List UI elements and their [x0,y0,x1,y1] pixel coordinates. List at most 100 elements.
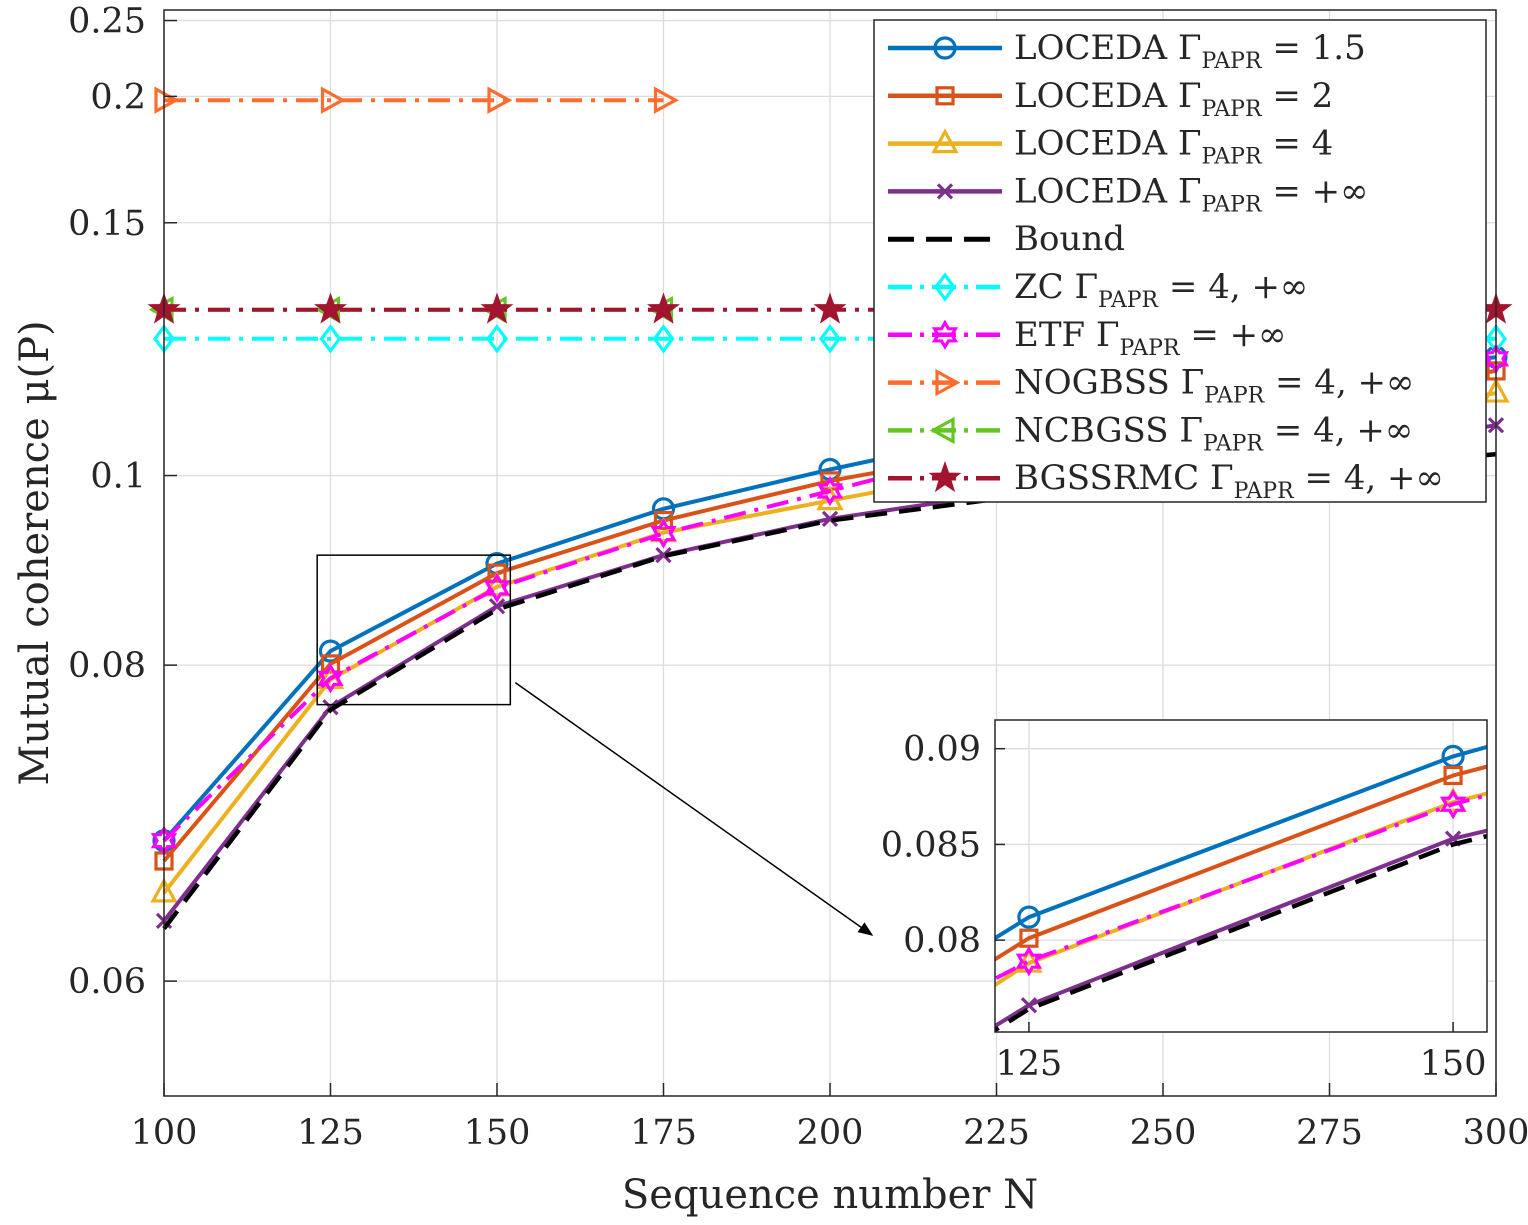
diamond-marker [819,324,841,354]
y-tick-label: 0.2 [90,77,146,117]
y-axis-title: Mutual coherence μ(P) [12,320,58,785]
legend-label: LOCEDA ΓPAPR = 1.5 [1014,28,1366,74]
zoom-box [316,554,512,706]
circle-marker [1017,905,1041,929]
triangle-up-marker [1439,786,1467,812]
hexagram-marker [650,518,677,549]
inset-zoom-plot: 125 150 0.08 0.085 0.09 [881,719,1488,1084]
pentagram-marker [314,292,347,324]
square-marker [320,654,341,674]
inset-grid [995,720,1487,1032]
zoom-indicator [316,554,874,936]
triangle-left-marker [929,416,955,445]
y-tick-label: 0.06 [68,962,146,1002]
triangle-up-marker [931,128,959,154]
inset-series-6 [995,789,1487,981]
circle-marker [933,36,957,60]
square-marker [935,86,955,106]
y-tick-label: 0.15 [68,204,146,244]
series-7 [154,86,679,114]
diamond-marker [319,324,342,354]
x-tick-label: 300 [1463,1113,1528,1153]
square-marker [487,563,507,583]
hexagram-marker [816,475,844,507]
pentagram-marker [647,292,680,324]
x-tick-label: 275 [1296,1113,1363,1153]
inset-series-line [995,828,1487,1029]
legend-entry: LOCEDA ΓPAPR = 1.5 [888,28,1366,74]
x-tick-label: 225 [963,1113,1030,1153]
legend-label: LOCEDA ΓPAPR = 4 [1014,124,1333,170]
triangle-right-marker [935,368,961,397]
inset-series-layer [995,744,1487,1032]
series-line [162,356,1497,843]
inset-y-tick-label: 0.09 [903,730,981,770]
legend-box [873,19,1487,503]
legend-label: LOCEDA ΓPAPR = 2 [1014,76,1333,122]
square-marker [653,510,674,531]
diamond-marker [486,324,508,354]
inset-series-line [995,793,1487,981]
inset-background [995,720,1487,1032]
triangle-right-marker [320,86,346,114]
legend-entry: NOGBSS ΓPAPR = 4, +∞ [888,363,1414,409]
legend-entry: LOCEDA ΓPAPR = 2 [888,76,1333,122]
legend-label: LOCEDA ΓPAPR = +∞ [1014,171,1368,217]
circle-marker [318,639,343,663]
legend-label: ZC ΓPAPR = 4, +∞ [1014,267,1308,313]
x-tick-label: 175 [630,1113,697,1153]
x-marker [655,547,672,564]
legend-entry: Bound [888,219,1125,259]
x-tick-label: 125 [297,1113,364,1153]
hexagram-marker [483,572,511,604]
inset-y-tick-label: 0.085 [881,825,981,865]
x-axis: 100 125 150 175 200 225 250 275 300 [131,1083,1528,1153]
x-tick-label: 150 [464,1113,531,1153]
diamond-marker [934,272,956,302]
pentagram-marker [480,292,514,324]
square-marker [1443,765,1463,786]
zoom-arrow [514,682,874,936]
x-tick-label: 100 [131,1113,198,1153]
x-axis-title: Sequence number N [622,1172,1038,1218]
hexagram-marker [931,319,959,350]
x-marker [821,510,839,527]
y-tick-label: 0.1 [90,457,146,497]
x-tick-label: 250 [1130,1113,1197,1153]
x-marker [488,598,506,615]
y-tick-label: 0.08 [68,646,146,686]
legend-entry: ETF ΓPAPR = +∞ [888,315,1286,361]
legend-label: ETF ΓPAPR = +∞ [1014,315,1286,361]
inset-x-tick-label: 150 [1420,1044,1487,1084]
inset-series-line [995,833,1487,1032]
legend-label: NOGBSS ΓPAPR = 4, +∞ [1014,363,1414,409]
legend-entry: LOCEDA ΓPAPR = 4 [888,124,1333,170]
triangle-right-marker [154,86,180,114]
legend-entry: LOCEDA ΓPAPR = +∞ [888,171,1368,217]
inset-series-4 [995,833,1487,1032]
legend-entry: ZC ΓPAPR = 4, +∞ [888,267,1308,313]
y-axis: 0.06 0.08 0.1 0.15 0.2 0.25 [68,2,177,1002]
inset-frame [994,719,1488,1033]
hexagram-marker [317,663,344,694]
legend-label: Bound [1014,219,1125,259]
hexagram-marker [1439,789,1467,820]
pentagram-marker [928,460,962,493]
hexagram-marker [1015,946,1043,977]
legend-entry: BGSSRMC ΓPAPR = 4, +∞ [888,458,1444,504]
x-tick-label: 200 [797,1113,864,1153]
legend-entry: NCBGSS ΓPAPR = 4, +∞ [888,410,1413,456]
pentagram-marker [813,292,847,324]
inset-series-line [995,744,1487,941]
legend-label: NCBGSS ΓPAPR = 4, +∞ [1014,410,1413,456]
x-marker [936,183,954,200]
y-tick-label: 0.25 [68,2,146,42]
diamond-marker [652,324,675,354]
inset-x-tick-label: 125 [996,1044,1063,1084]
legend-label: BGSSRMC ΓPAPR = 4, +∞ [1014,458,1444,504]
triangle-right-marker [487,86,513,114]
inset-series-line [995,764,1487,962]
